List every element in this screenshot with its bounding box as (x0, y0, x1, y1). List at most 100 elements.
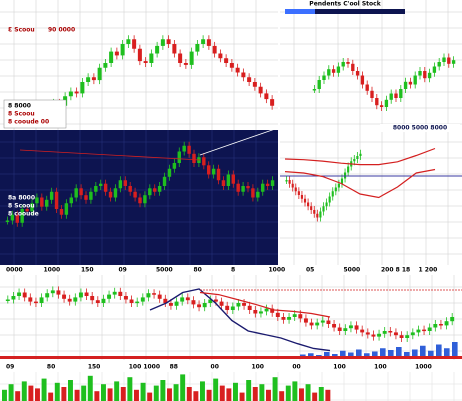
info-label: 8 Scoou (8, 111, 35, 118)
time-label: 80 (47, 364, 55, 371)
candle-body (103, 63, 108, 68)
candle-body (334, 187, 337, 192)
volume-bar (101, 384, 106, 401)
candle-body (157, 294, 162, 299)
candle-body (346, 62, 350, 64)
candle-body (410, 332, 415, 336)
indicator-line (284, 147, 436, 166)
volume-bar (325, 389, 331, 401)
candle-body (135, 301, 140, 304)
candle-body (197, 304, 202, 308)
volume-bar (226, 388, 232, 401)
candle-body (219, 301, 224, 306)
scale-box (380, 124, 460, 132)
volume-bar (160, 380, 166, 401)
volume-bar (219, 385, 225, 401)
candle-body (152, 293, 157, 295)
volume-bar (21, 381, 27, 401)
candle-body (325, 202, 328, 207)
volume-bar (308, 353, 314, 357)
candle-body (113, 188, 118, 198)
candle-body (292, 314, 297, 317)
candle-body (303, 198, 307, 203)
candle-body (40, 197, 44, 207)
candle-body (10, 214, 15, 221)
candle-body (433, 324, 438, 328)
candle-body (309, 322, 314, 326)
candle-body (371, 334, 376, 337)
candle-body (28, 297, 33, 302)
candle-body (297, 191, 300, 195)
volume-bar (186, 387, 192, 401)
indicator-line (284, 168, 436, 199)
candle-body (322, 75, 326, 80)
volume-bar (61, 387, 67, 401)
candle-body (270, 180, 275, 186)
time-label: 150 (88, 364, 101, 371)
candle-body (451, 60, 456, 64)
candle-body (97, 67, 102, 81)
volume-bar (213, 378, 219, 401)
candle-body (5, 299, 10, 301)
candle-body (275, 312, 280, 317)
candle-body (247, 77, 252, 82)
candle-body (22, 292, 27, 298)
candle-body (256, 191, 260, 198)
candle-body (422, 329, 427, 332)
time-label: 100 (251, 364, 264, 371)
candle-body (218, 53, 223, 59)
candle-body (166, 39, 171, 44)
candle-body (79, 188, 83, 196)
candle-body (157, 186, 162, 192)
volume-bar (107, 388, 113, 401)
candle-body (17, 292, 22, 296)
volume-bar (28, 385, 34, 401)
volume-bar (35, 388, 40, 401)
candle-body (67, 298, 72, 302)
candle-body (270, 99, 275, 106)
volume-bar (239, 392, 245, 401)
candle-body (143, 195, 147, 204)
candle-body (230, 306, 235, 310)
candle-body (320, 320, 325, 323)
candle-body (316, 213, 319, 218)
candle-body (211, 168, 216, 175)
volume-bar (127, 377, 133, 401)
candle-body (191, 300, 196, 305)
volume-bar (356, 349, 362, 357)
volume-bar (285, 385, 291, 401)
candle-body (80, 82, 85, 94)
candle-body (30, 203, 34, 212)
candle-body (118, 180, 123, 189)
candle-body (408, 81, 413, 85)
candle-body (49, 191, 54, 200)
volume-bar (380, 348, 386, 357)
candle-body (300, 195, 304, 199)
candle-body (94, 186, 98, 192)
candle-body (303, 318, 308, 323)
candle-body (377, 333, 382, 337)
candle-body (128, 186, 132, 192)
candle-body (388, 331, 393, 333)
candle-body (177, 151, 181, 163)
indicator-line (149, 288, 331, 352)
candle-body (20, 209, 24, 223)
candle-body (337, 327, 342, 331)
candle-body (185, 297, 190, 301)
time-label: 150 (81, 267, 94, 274)
candle-body (153, 188, 157, 192)
candle-body (403, 81, 408, 89)
candle-body (317, 80, 321, 89)
candle-body (39, 297, 44, 303)
header-bar-accent (285, 9, 315, 14)
candle-body (90, 296, 95, 301)
candle-body (91, 77, 96, 81)
info-label: 8 8000 (8, 103, 31, 110)
candle-body (225, 305, 230, 310)
candle-body (172, 44, 177, 54)
candle-body (356, 156, 359, 159)
candle-body (187, 145, 191, 154)
candle-body (226, 174, 231, 186)
info-label: 8 cooude 00 (8, 119, 49, 126)
candle-body (86, 77, 91, 82)
